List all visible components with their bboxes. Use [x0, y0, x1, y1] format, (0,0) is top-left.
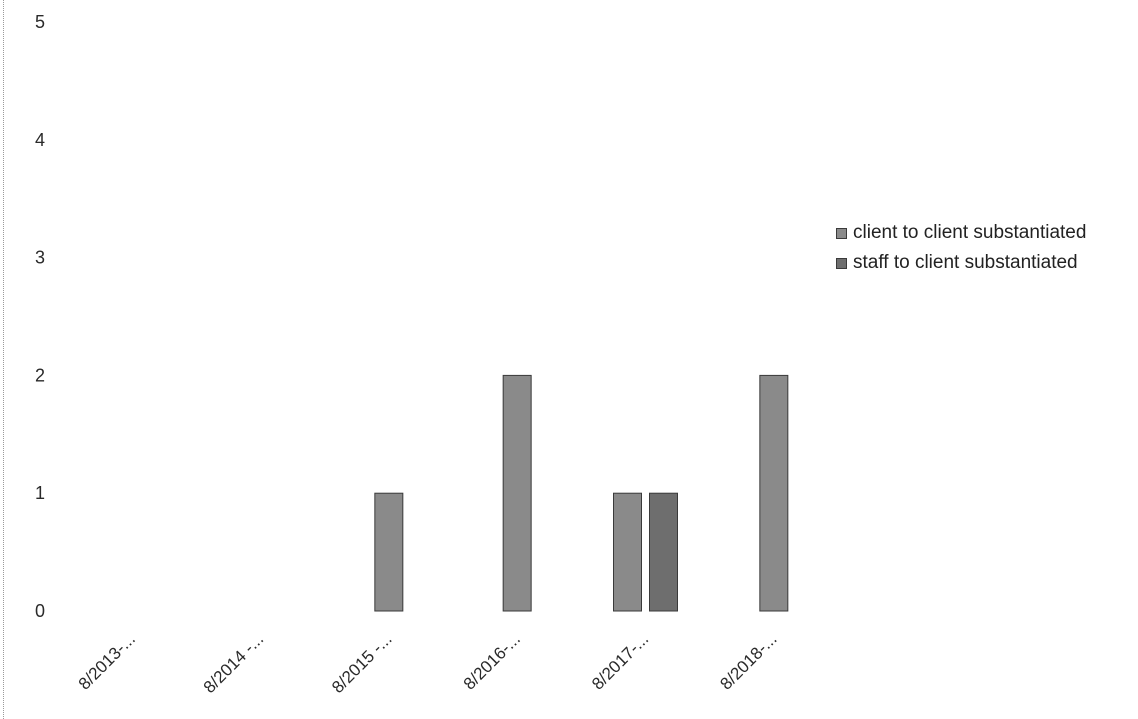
x-tick-label: 8/2014 -...	[200, 629, 268, 697]
bar-client-to-client-substantiated	[502, 374, 532, 612]
y-tick-label: 4	[35, 130, 45, 150]
x-tick-label: 8/2015 -...	[328, 629, 396, 697]
y-axis: 0 1 2 3 4 5	[35, 12, 45, 621]
y-tick-label: 5	[35, 12, 45, 32]
legend: client to client substantiated staff to c…	[836, 218, 1086, 278]
x-tick-label: 8/2017-...	[588, 629, 652, 693]
x-axis: 8/2013-... 8/2014 -... 8/2015 -... 8/2016-.…	[75, 629, 781, 697]
legend-swatch	[836, 257, 847, 269]
y-tick-label: 0	[35, 601, 45, 621]
legend-item: staff to client substantiated	[836, 248, 1086, 278]
bar-client-to-client-substantiated	[613, 492, 642, 612]
x-tick-label: 8/2018-...	[716, 629, 780, 693]
bar-client-to-client-substantiated	[759, 374, 789, 612]
page-edge-line	[3, 0, 4, 719]
bar-staff-to-client-substantiated	[649, 492, 678, 612]
y-tick-label: 2	[35, 365, 45, 385]
legend-label: staff to client substantiated	[853, 252, 1078, 273]
bars	[374, 374, 789, 612]
y-tick-label: 3	[35, 248, 45, 268]
bar-client-to-client-substantiated	[374, 492, 404, 612]
legend-swatch	[836, 227, 847, 239]
legend-label: client to client substantiated	[853, 222, 1087, 243]
y-tick-label: 1	[35, 483, 45, 503]
x-tick-label: 8/2013-...	[75, 629, 139, 693]
legend-item: client to client substantiated	[836, 218, 1086, 248]
x-tick-label: 8/2016-...	[460, 629, 524, 693]
